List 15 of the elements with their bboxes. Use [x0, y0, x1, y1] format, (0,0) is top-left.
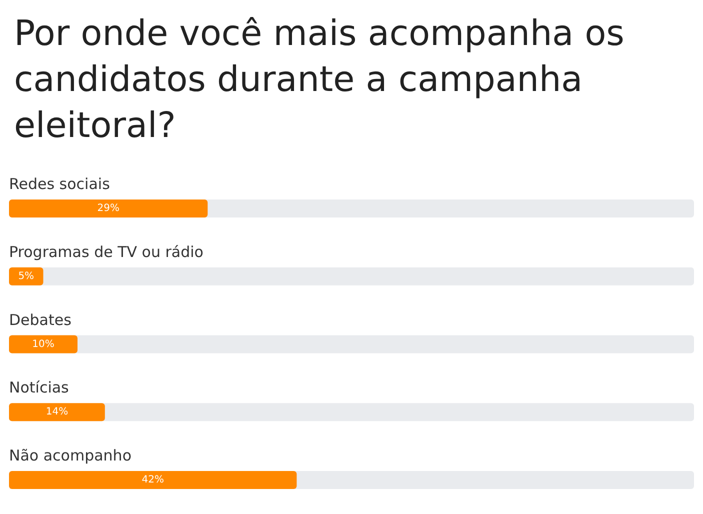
bar [9, 403, 105, 422]
y-tick-label: Redes sociais [9, 174, 110, 193]
y-tick-label: Notícias [9, 378, 70, 397]
bar [9, 335, 78, 354]
data-label: 14% [46, 406, 68, 418]
y-tick-label: Debates [9, 310, 72, 329]
data-label: 5% [18, 270, 34, 282]
bar [9, 199, 208, 218]
data-label: 42% [142, 474, 164, 486]
y-tick-label: Não acompanho [9, 446, 132, 465]
bar [9, 267, 44, 286]
y-tick-label: Programas de TV ou rádio [9, 242, 204, 261]
data-label: 29% [97, 202, 120, 214]
data-label: 10% [32, 338, 54, 350]
chart-title: Por onde você mais acompanha os candidatos durante a campanha eleitoral? [14, 14, 636, 146]
